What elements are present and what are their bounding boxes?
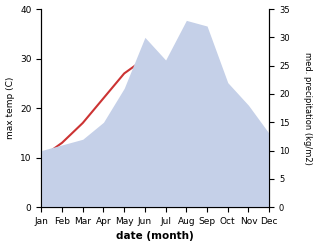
Y-axis label: max temp (C): max temp (C): [5, 77, 15, 139]
X-axis label: date (month): date (month): [116, 231, 194, 242]
Y-axis label: med. precipitation (kg/m2): med. precipitation (kg/m2): [303, 52, 313, 165]
